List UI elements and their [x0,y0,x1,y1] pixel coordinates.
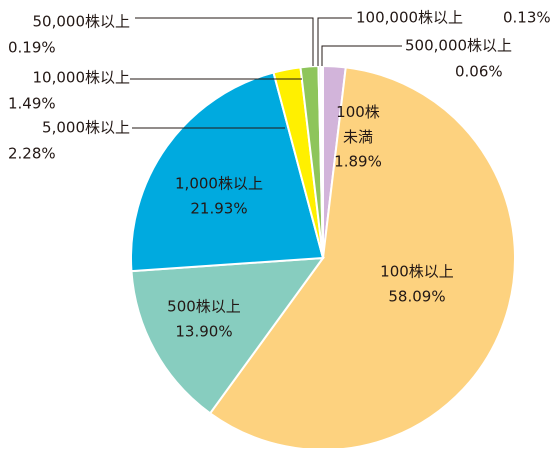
slices [130,64,516,451]
value-label: 2.28% [8,145,56,163]
value-label: 0.06% [455,63,503,81]
slice-label: 100株以上 [380,263,454,281]
leader-line [321,45,402,66]
slice [130,71,325,273]
value-label: 0.19% [8,39,56,57]
value-label: 58.09% [388,288,445,306]
slice-label: 100,000株以上 [356,9,463,27]
slice-label: 10,000株以上 [33,69,131,87]
slice-label: 100株未満 [336,103,380,146]
leader-line [135,17,314,66]
slice-label: 500株以上 [167,298,241,316]
value-label: 0.13% [503,9,551,27]
slice-label: 5,000株以上 [42,119,130,137]
slice-label: 1,000株以上 [175,175,263,193]
slice [130,256,326,415]
value-label: 21.93% [190,200,247,218]
slice [321,64,324,259]
leader-line [317,17,352,66]
value-label: 1.49% [8,95,56,113]
slice-label: 50,000株以上 [33,13,131,31]
value-label: 1.89% [334,153,382,171]
slice-label: 500,000株以上 [405,37,512,55]
value-label: 13.90% [175,323,232,341]
